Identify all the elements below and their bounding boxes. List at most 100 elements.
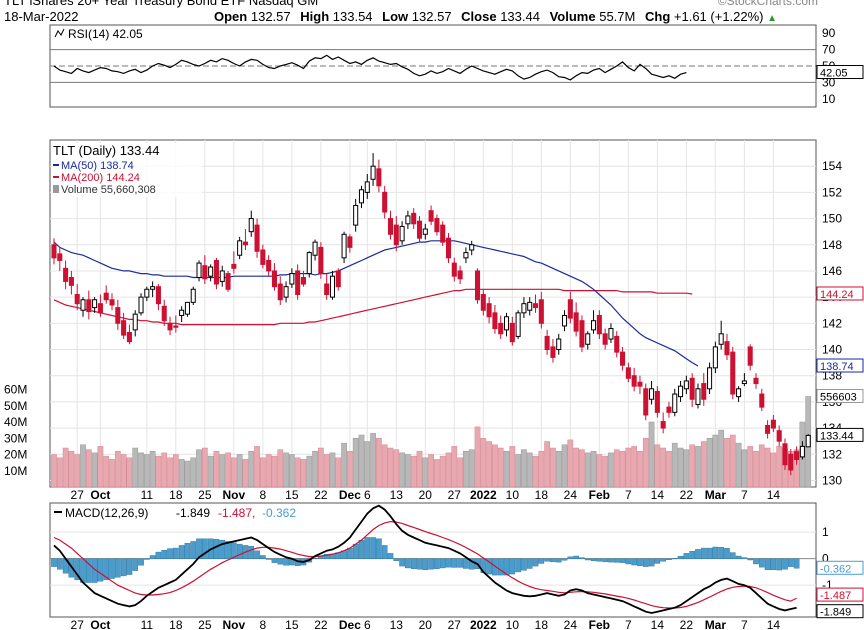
volume-bar [764,447,771,488]
macd-hist-bar [347,547,353,559]
price-y-tick: 150 [822,212,842,226]
rsi-last-box [816,65,864,80]
macd-hist-bar [521,558,527,571]
candle-body [277,283,283,301]
volume-bar [515,454,521,488]
macd-hist-bar [399,558,405,567]
candle-body [660,421,666,429]
macd-hist-bar [109,558,115,579]
volume-bar [729,434,736,488]
macd-hist-bar [706,547,713,559]
macd-legend-hist: -0.362 [262,506,296,520]
x-axis-label: 22 [680,488,694,502]
volume-bar [480,438,487,488]
candle-body [312,241,318,256]
volume-bar [445,452,452,488]
volume-bar [602,455,609,488]
macd-hist-bar [381,545,388,559]
macd-hist-bar [213,539,220,559]
macd-hist-bar [538,558,545,564]
macd-hist-bar [434,558,440,569]
open-value: 132.57 [250,9,291,24]
candle-body [794,451,800,461]
macd-hist-bar [602,558,608,563]
ma50-line [53,240,699,367]
volume-bar [283,452,289,488]
macd-hist-bar [254,550,260,559]
macd-hist-bar [509,558,516,575]
macd-x-axis-label: 11 [141,618,154,630]
volume-bar [51,454,57,488]
macd-hist-bar [115,558,121,578]
candle-body [585,333,591,345]
macd-hist-bar [231,542,237,559]
macd-x-axis-label: 27 [71,618,85,630]
macd-hist-bar [202,538,208,559]
rsi-last-label: 42.05 [820,68,848,80]
macd-x-axis-label: 8 [260,618,267,630]
candle-body [498,322,504,335]
macd-x-axis-label: 27 [448,618,462,630]
volume-bar [700,441,707,488]
candle-body [469,244,475,251]
volume-bar [492,444,498,488]
candle-body [422,228,428,235]
price-y-tick: 148 [822,238,842,252]
candle-body [602,333,608,345]
macd-x-axis-label: 6 [364,618,371,630]
macd-legend-bg [52,505,342,519]
volume-bar [376,438,382,488]
candle-body [260,249,266,265]
candle-body [184,301,190,315]
candle-body [225,273,231,290]
volume-bar [439,455,446,488]
macd-legend-macd: -1.849 [176,506,210,520]
candle-body [358,189,365,204]
macd-x-axis-label: 14 [767,618,781,630]
x-axis-label: Feb [589,488,610,502]
volume-bar [608,452,614,488]
volume-bar [85,449,92,488]
volume-bar [97,446,104,488]
open-label: Open [214,9,248,24]
volume-bar [213,451,220,488]
rsi-y-tick: 10 [822,92,836,106]
volume-bar [236,454,243,488]
macd-hist-bar [660,558,666,562]
macd-x-axis-label: Oct [90,618,110,630]
volume-value: 55.7M [599,9,636,24]
macd-hist-bar [445,558,452,568]
volume-legend-swatch [53,185,59,193]
candle-body [474,270,481,301]
candle-body [80,299,86,311]
price-y-tick: 140 [822,343,842,357]
candle-body [399,225,405,242]
volume-bar [254,446,260,488]
x-axis-label: 18 [535,488,549,502]
volume-bar [126,457,133,488]
candle-body [138,296,144,314]
macd-hist-bar [103,558,110,581]
macd-hist-bar [358,539,365,559]
candle-body [109,299,115,306]
macd-hist-bar [729,552,736,559]
candle-body [730,351,736,395]
candle-body [521,303,527,314]
macd-hist-bar [782,558,788,570]
volume-bar [132,447,139,488]
macd-hist-bar [364,537,371,559]
macd-x-axis-label: 7 [625,618,632,630]
macd-x-axis-label: 18 [169,618,183,630]
macd-hist-bar [613,558,620,563]
volume-bar [579,449,585,488]
volume-bar [405,454,411,488]
candle-body [695,388,701,406]
macd-legend-label: MACD(12,26,9) [65,506,148,520]
macd-x-axis-label: 2022 [470,618,497,630]
candle-body [486,303,492,318]
candle-body [196,262,202,278]
macd-last-label-0-box [816,560,864,575]
volume-bar [56,457,63,488]
candle-body [161,305,167,322]
volume-bar [62,447,69,488]
